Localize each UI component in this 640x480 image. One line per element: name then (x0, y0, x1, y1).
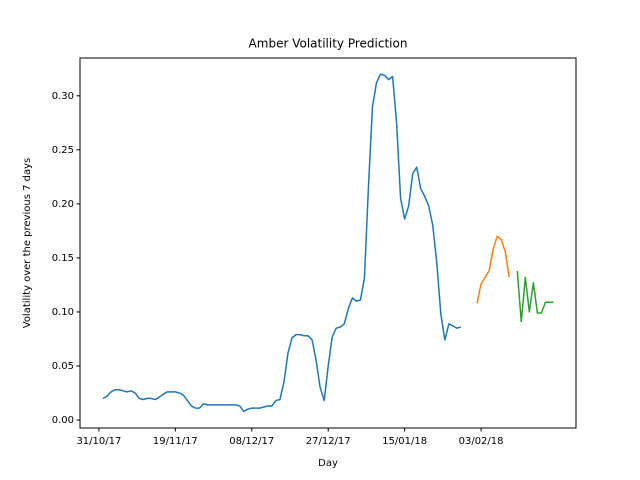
x-tick-label: 03/02/18 (459, 436, 504, 447)
y-axis-label: Volatility over the previous 7 days (22, 158, 33, 329)
y-tick-label: 0.00 (52, 415, 74, 426)
x-tick-label: 27/12/17 (306, 436, 351, 447)
x-tick-label: 19/11/17 (153, 436, 198, 447)
x-tick-label: 15/01/18 (382, 436, 427, 447)
y-tick-label: 0.30 (52, 91, 74, 102)
x-tick-label: 08/12/17 (229, 436, 274, 447)
y-tick-label: 0.05 (52, 361, 74, 372)
series-line (476, 235, 510, 304)
y-tick-label: 0.20 (52, 199, 74, 210)
series-line (516, 270, 554, 323)
y-tick-label: 0.25 (52, 145, 74, 156)
chart-title: Amber Volatility Prediction (249, 37, 408, 51)
series-line (102, 73, 462, 413)
x-tick-label: 31/10/17 (76, 436, 121, 447)
y-tick-label: 0.10 (52, 307, 74, 318)
x-axis-label: Day (318, 458, 338, 469)
y-tick-label: 0.15 (52, 253, 74, 264)
